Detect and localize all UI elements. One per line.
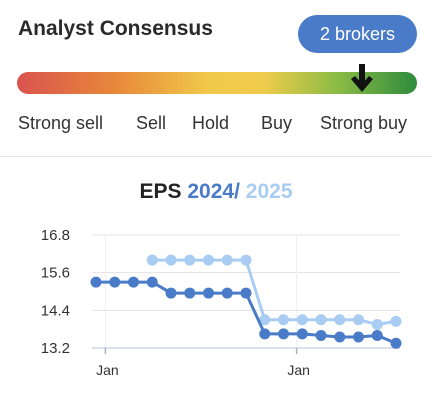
section-divider — [0, 156, 432, 157]
series-2024-point[interactable] — [109, 276, 121, 288]
x-tick-label: Jan — [96, 362, 119, 378]
consensus-gradient-bar — [17, 72, 417, 94]
series-2024-point[interactable] — [221, 287, 233, 299]
series-2025-point[interactable] — [165, 254, 177, 266]
series-2025-point[interactable] — [296, 314, 308, 326]
y-tick-label: 14.4 — [41, 302, 70, 319]
chart-axes: 16.8 15.6 14.4 13.2 Jan Jan — [41, 227, 400, 378]
series-2025-point[interactable] — [334, 314, 346, 326]
series-2025-point[interactable] — [221, 254, 233, 266]
down-arrow-icon — [351, 64, 373, 92]
section-title: Analyst Consensus — [18, 17, 213, 40]
series-2025-point[interactable] — [259, 314, 271, 326]
y-tick-label: 15.6 — [41, 265, 70, 282]
series-2024-point[interactable] — [90, 276, 102, 288]
eps-separator: / — [234, 180, 240, 203]
brokers-count-button[interactable]: 2 brokers — [298, 15, 417, 53]
eps-chart-title: EPS 2024/ 2025 — [0, 180, 432, 204]
series-2024-point[interactable] — [146, 276, 158, 288]
series-2025-point[interactable] — [278, 314, 289, 326]
x-tick-label: Jan — [287, 362, 310, 378]
eps-label: EPS — [139, 180, 182, 203]
y-tick-label: 13.2 — [41, 340, 70, 357]
series-2024-point[interactable] — [128, 276, 139, 288]
series-2024-point[interactable] — [315, 329, 327, 341]
series-2025-point[interactable] — [240, 254, 252, 266]
chart-series — [90, 254, 402, 349]
scale-label-strong-sell: Strong sell — [18, 113, 104, 133]
series-2024-point[interactable] — [296, 328, 308, 340]
series-2025-point[interactable] — [371, 318, 383, 330]
scale-label-hold: Hold — [192, 113, 230, 133]
series-2025-point[interactable] — [184, 254, 196, 266]
series-2024-point[interactable] — [184, 287, 196, 299]
series-2024-point[interactable] — [259, 328, 271, 340]
series-2024-point[interactable] — [203, 287, 214, 299]
scale-label-buy: Buy — [261, 113, 293, 133]
series-2024-point[interactable] — [240, 287, 252, 299]
series-2025-point[interactable] — [353, 314, 364, 326]
series-2024-point[interactable] — [165, 287, 177, 299]
series-2025-point[interactable] — [390, 315, 402, 327]
eps-line-chart: 16.8 15.6 14.4 13.2 Jan Jan — [41, 227, 402, 378]
series-2024-point[interactable] — [371, 329, 383, 341]
y-tick-label: 16.8 — [41, 227, 70, 244]
series-2025-point[interactable] — [146, 254, 158, 266]
series-2024-point[interactable] — [353, 331, 364, 343]
series-2025-point[interactable] — [315, 314, 327, 326]
series-2024-point[interactable] — [278, 328, 289, 340]
eps-year-2024: 2024 — [187, 180, 235, 203]
series-2024-point[interactable] — [390, 337, 402, 349]
series-2024-point[interactable] — [334, 331, 346, 343]
scale-label-sell: Sell — [136, 113, 167, 133]
scale-label-strong-buy: Strong buy — [320, 113, 408, 133]
eps-year-2025: 2025 — [245, 180, 293, 203]
series-2025-point[interactable] — [203, 254, 214, 266]
